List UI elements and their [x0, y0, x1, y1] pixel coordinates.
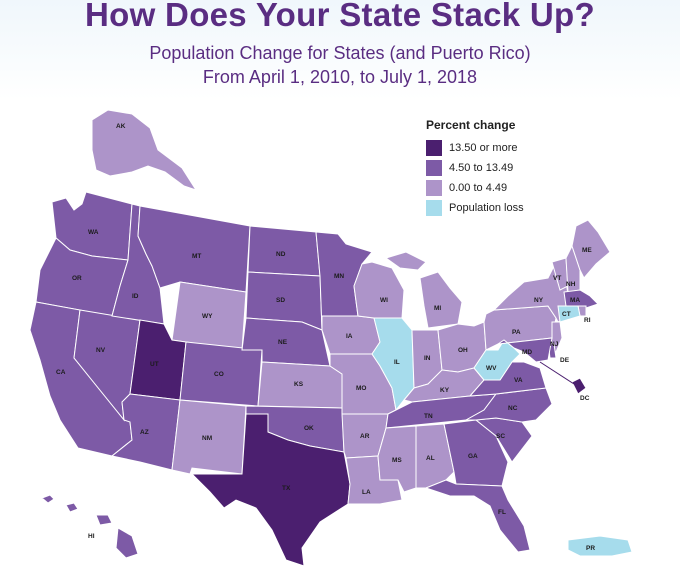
- label-RI: RI: [584, 317, 591, 324]
- legend-label-mid: 4.50 to 13.49: [449, 162, 514, 174]
- label-KY: KY: [440, 387, 450, 394]
- state-DC: [571, 377, 587, 395]
- label-PA: PA: [512, 329, 521, 336]
- label-FL: FL: [498, 509, 506, 516]
- header-background: [0, 0, 680, 100]
- legend-label-high: 13.50 or more: [449, 142, 518, 154]
- label-UT: UT: [150, 361, 159, 368]
- label-ID: ID: [132, 293, 139, 300]
- legend-swatch-loss: [426, 200, 442, 216]
- label-CA: CA: [56, 369, 66, 376]
- state-NC: [464, 387, 553, 423]
- legend-item-mid: 4.50 to 13.49: [426, 158, 524, 178]
- state-FL: [424, 479, 531, 553]
- label-SD: SD: [276, 297, 285, 304]
- label-NC: NC: [508, 405, 518, 412]
- label-WV: WV: [486, 365, 497, 372]
- label-TN: TN: [424, 413, 433, 420]
- label-CT: CT: [562, 311, 571, 318]
- legend-swatch-low: [426, 180, 442, 196]
- label-OR: OR: [72, 275, 82, 282]
- label-AL: AL: [426, 455, 435, 462]
- label-OK: OK: [304, 425, 314, 432]
- label-NE: NE: [278, 339, 288, 346]
- legend-item-loss: Population loss: [426, 198, 524, 218]
- legend-swatch-mid: [426, 160, 442, 176]
- dc-leader-line: [539, 361, 575, 385]
- label-HI: HI: [88, 533, 95, 540]
- label-MO: MO: [356, 385, 366, 392]
- label-GA: GA: [468, 453, 478, 460]
- map-title: How Does Your State Stack Up?: [85, 0, 595, 33]
- state-PR: [567, 535, 633, 557]
- state-ME: [571, 219, 611, 279]
- label-AK: AK: [116, 123, 126, 130]
- state-MD: [497, 337, 553, 363]
- state-AK: [91, 109, 198, 191]
- label-NM: NM: [202, 435, 212, 442]
- legend-item-high: 13.50 or more: [426, 138, 524, 158]
- label-MT: MT: [192, 253, 201, 260]
- legend-label-loss: Population loss: [449, 202, 524, 214]
- label-SC: SC: [496, 433, 505, 440]
- label-DE: DE: [560, 357, 570, 364]
- legend-swatch-high: [426, 140, 442, 156]
- label-IL: IL: [394, 359, 400, 366]
- legend: Percent change 13.50 or more 4.50 to 13.…: [426, 118, 524, 218]
- label-IA: IA: [346, 333, 353, 340]
- label-NJ: NJ: [550, 341, 559, 348]
- state-labels: AK HI WA OR CA NV ID MT WY UT AZ CO NM N…: [56, 123, 595, 552]
- label-NH: NH: [566, 281, 576, 288]
- label-MD: MD: [522, 349, 532, 356]
- label-WY: WY: [202, 313, 213, 320]
- label-AR: AR: [360, 433, 370, 440]
- state-NH: [565, 244, 581, 293]
- state-HI: [41, 494, 139, 559]
- state-MI: [384, 251, 463, 329]
- map-subtitle-line1: Population Change for States (and Puerto…: [149, 43, 531, 63]
- label-ME: ME: [582, 247, 592, 254]
- label-DC: DC: [580, 395, 590, 402]
- label-KS: KS: [294, 381, 304, 388]
- label-OH: OH: [458, 347, 468, 354]
- label-MI: MI: [434, 305, 441, 312]
- label-WA: WA: [88, 229, 99, 236]
- legend-item-low: 0.00 to 4.49: [426, 178, 524, 198]
- label-AZ: AZ: [140, 429, 149, 436]
- label-MA: MA: [570, 297, 580, 304]
- label-LA: LA: [362, 489, 371, 496]
- label-NY: NY: [534, 297, 544, 304]
- label-WI: WI: [380, 297, 388, 304]
- label-IN: IN: [424, 355, 431, 362]
- label-CO: CO: [214, 371, 224, 378]
- label-PR: PR: [586, 545, 595, 552]
- legend-label-low: 0.00 to 4.49: [449, 182, 508, 194]
- label-VT: VT: [553, 275, 561, 282]
- label-MN: MN: [334, 273, 344, 280]
- legend-title: Percent change: [426, 118, 516, 132]
- state-CT: [557, 305, 581, 323]
- label-VA: VA: [514, 377, 523, 384]
- label-MS: MS: [392, 457, 402, 464]
- state-WI: [353, 261, 405, 319]
- label-ND: ND: [276, 251, 286, 258]
- state-TX: [190, 413, 351, 567]
- map-subtitle-line2: From April 1, 2010, to July 1, 2018: [202, 67, 478, 87]
- label-TX: TX: [282, 485, 291, 492]
- label-NV: NV: [96, 347, 106, 354]
